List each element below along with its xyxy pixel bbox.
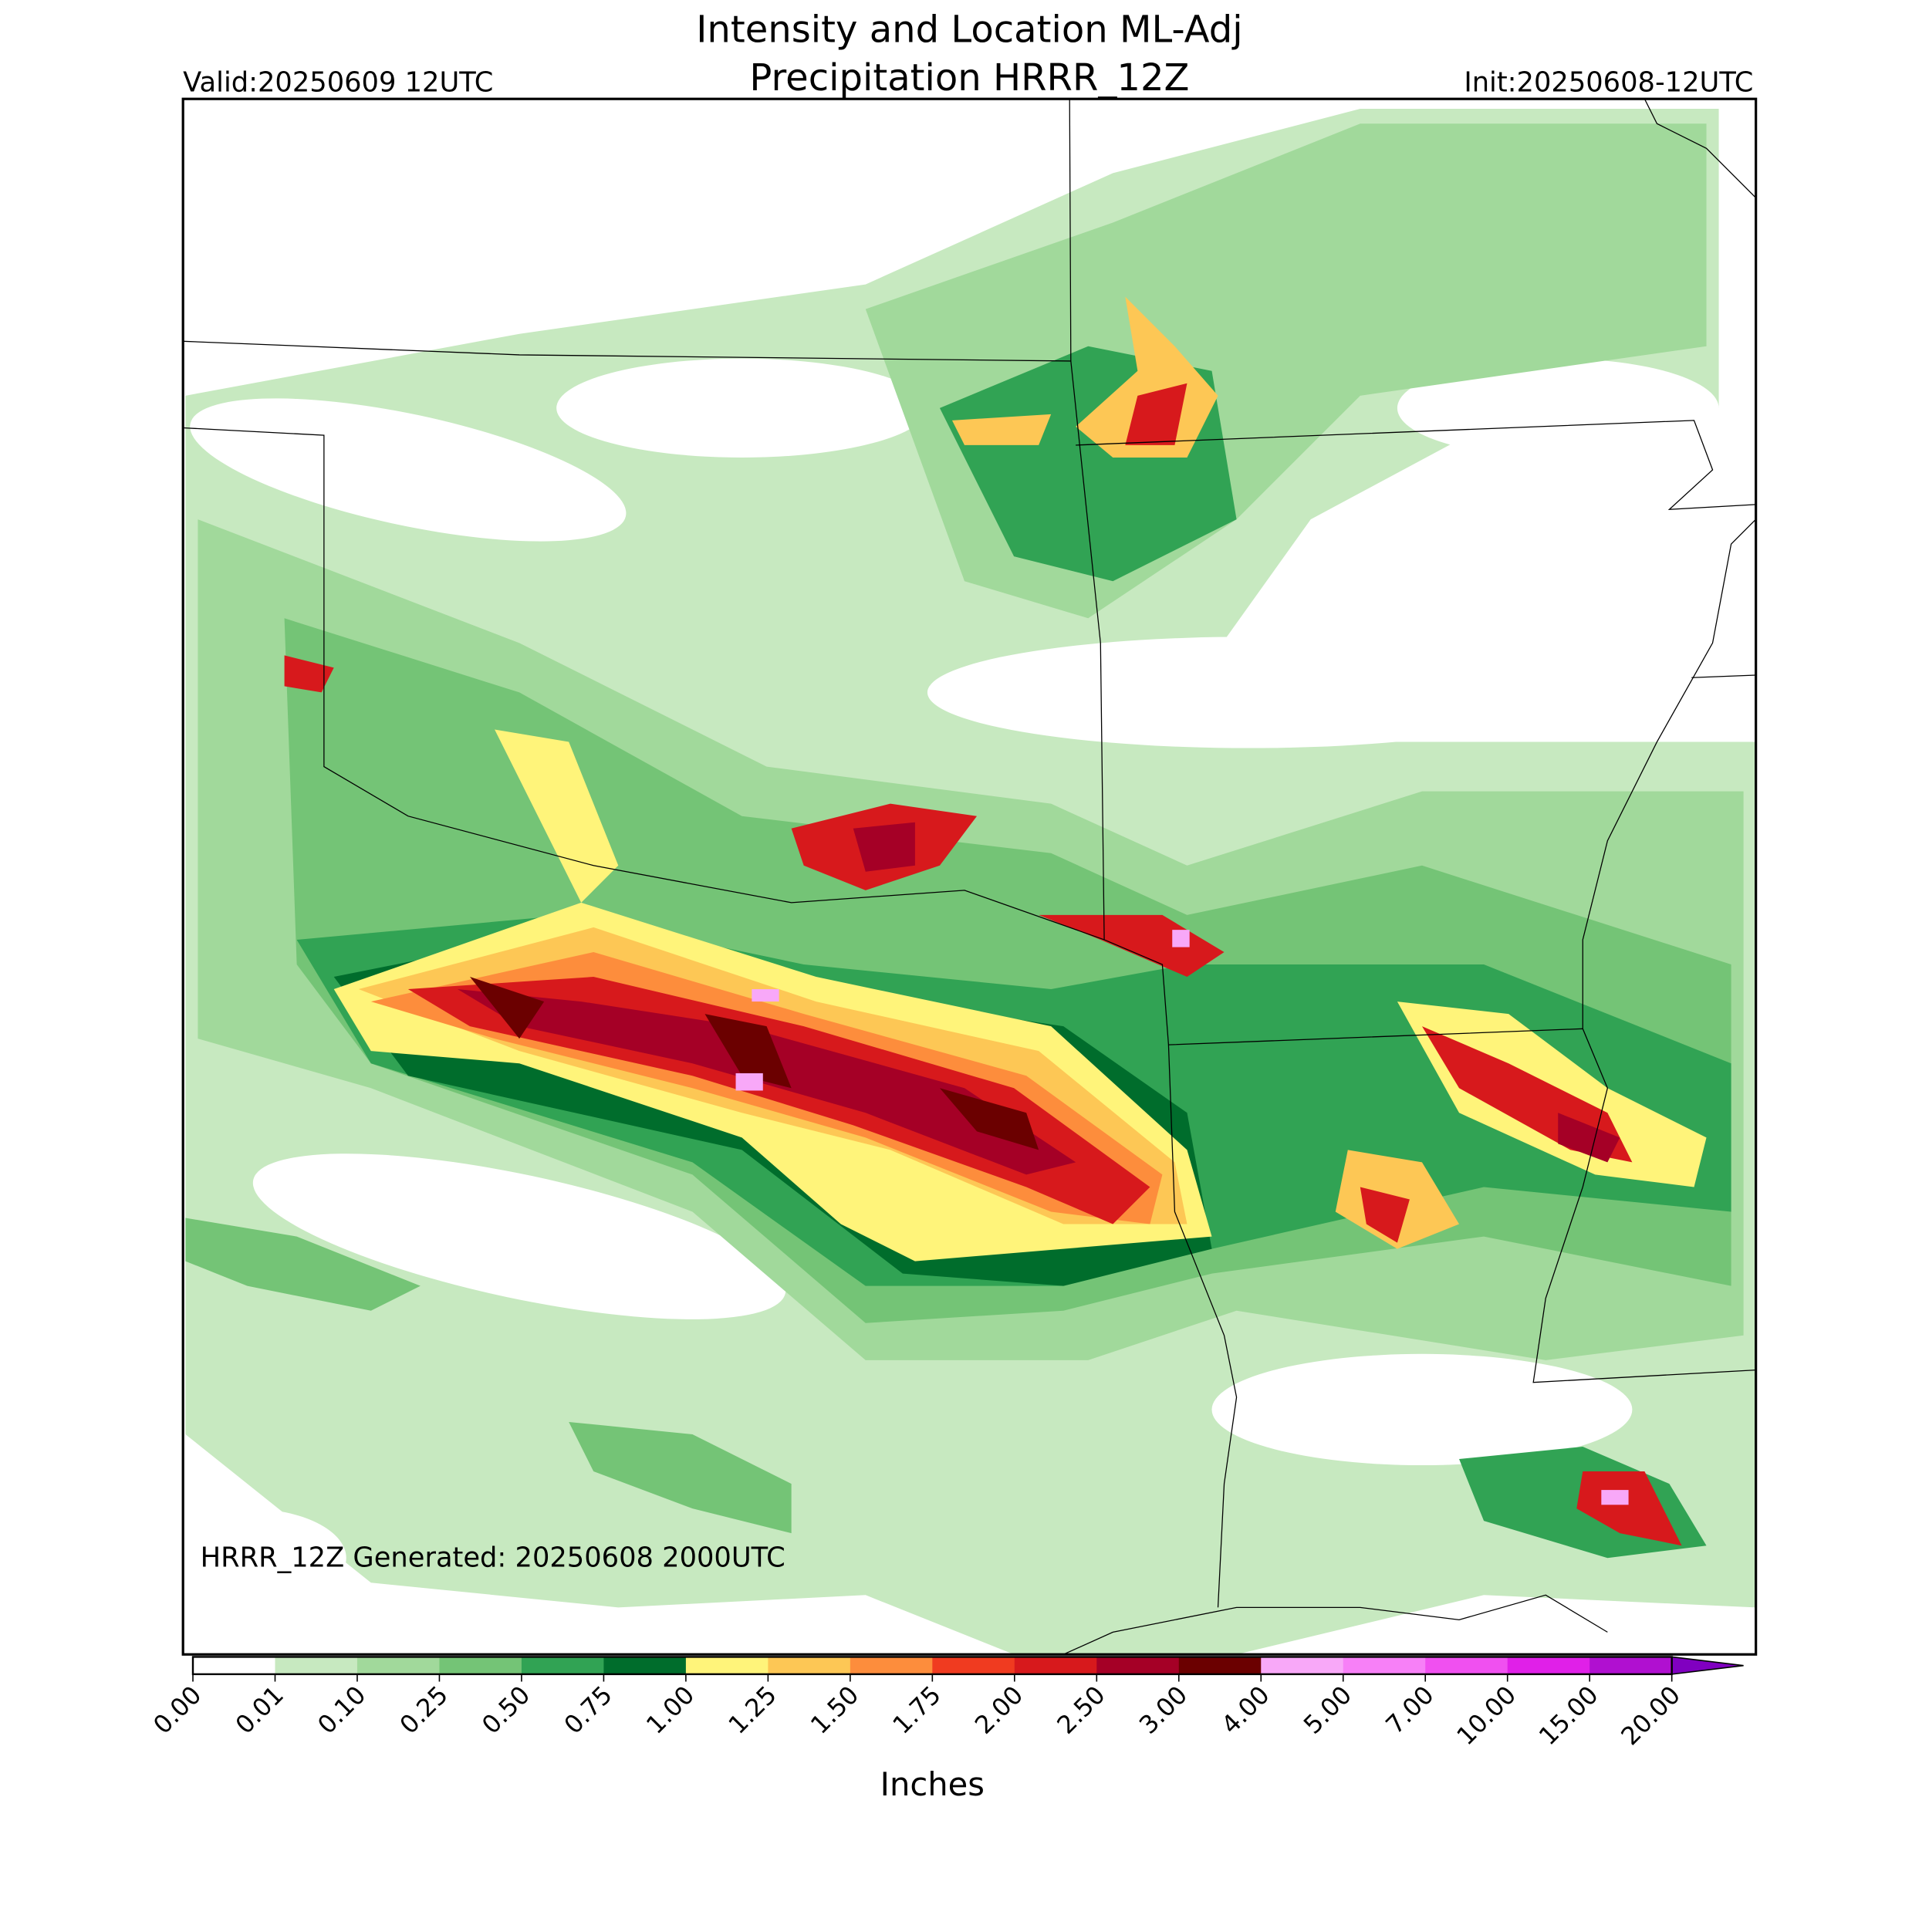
- colorbar-segment: [850, 1657, 933, 1674]
- colorbar-tick-label: 2.00: [969, 1680, 1029, 1740]
- precip-area: [469, 977, 545, 1039]
- colorbar-segment: [356, 1657, 440, 1674]
- colorbar-tick-label: 7.00: [1380, 1680, 1439, 1740]
- colorbar-segment: [603, 1657, 687, 1674]
- colorbar-label: Inches: [880, 1765, 985, 1803]
- colorbar-tick-label: 0.50: [476, 1680, 535, 1740]
- dry-area: [252, 1153, 786, 1319]
- colorbar-tick-label: 0.10: [312, 1680, 371, 1740]
- precip-area: [1076, 296, 1218, 458]
- precip-spot: [752, 989, 779, 1002]
- precip-area: [951, 414, 1052, 445]
- colorbar-segment: [193, 1657, 275, 1674]
- colorbar-segment: [521, 1657, 604, 1674]
- colorbar-tick-label: 10.00: [1451, 1680, 1522, 1751]
- colorbar-segment: [1014, 1657, 1097, 1674]
- title: Precipitation HRRR_12Z: [749, 56, 1189, 100]
- precip-area: [939, 1088, 1039, 1150]
- precip-area: [457, 989, 1076, 1175]
- colorbar-extend: [1671, 1656, 1744, 1675]
- colorbar-segment: [1178, 1657, 1262, 1674]
- dry-area: [556, 358, 927, 458]
- colorbar-segment: [685, 1657, 769, 1674]
- colorbar-tick-label: 15.00: [1533, 1680, 1604, 1751]
- precip-area: [185, 1218, 421, 1311]
- init-time: Init:20250608-12UTC: [1464, 67, 1753, 99]
- colorbar-segment: [275, 1657, 358, 1674]
- precip-field: [183, 99, 1756, 1655]
- dry-area: [1397, 358, 1719, 458]
- colorbar-segment: [439, 1657, 522, 1674]
- precip-area: [853, 822, 915, 872]
- colorbar-tick-label: 0.25: [394, 1680, 454, 1740]
- colorbar-tick-label: 1.50: [805, 1680, 864, 1740]
- colorbar-tick-label: 4.00: [1215, 1680, 1275, 1740]
- colorbar-tick-label: 2.50: [1051, 1680, 1110, 1740]
- colorbar-tick-label: 0.75: [559, 1680, 618, 1740]
- dry-area: [183, 1508, 346, 1608]
- colorbar-segment: [1507, 1657, 1590, 1674]
- colorbar-tick-label: 1.00: [640, 1680, 700, 1740]
- colorbar-tick-label: 1.25: [723, 1680, 782, 1740]
- precip-area: [704, 1014, 792, 1089]
- title: Intensity and Location ML-Adj: [696, 8, 1242, 51]
- colorbar-segment: [1425, 1657, 1508, 1674]
- precip-spot: [1601, 1490, 1629, 1505]
- dry-area: [927, 637, 1571, 748]
- colorbar-segment: [1261, 1657, 1344, 1674]
- colorbar-segment: [1589, 1657, 1673, 1674]
- precip-area: [1360, 1187, 1410, 1243]
- valid-time: Valid:20250609 12UTC: [183, 67, 493, 99]
- colorbar-segment: [1096, 1657, 1180, 1674]
- colorbar-tick-label: 5.00: [1298, 1680, 1357, 1740]
- precip-area: [1558, 1113, 1620, 1163]
- colorbar-tick-label: 3.00: [1133, 1680, 1193, 1740]
- colorbar-segment: [1343, 1657, 1426, 1674]
- precip-area: [495, 729, 619, 903]
- precip-area: [569, 1421, 792, 1534]
- colorbar-tick-label: 0.01: [230, 1680, 289, 1740]
- colorbar-tick-label: 1.75: [887, 1680, 946, 1740]
- state-borders: [183, 99, 1756, 1655]
- precip-spot: [1172, 930, 1190, 947]
- generated-note: HRRR_12Z Generated: 20250608 2000UTC: [201, 1542, 785, 1573]
- dry-area: [1211, 1353, 1633, 1466]
- precip-spot: [735, 1073, 763, 1091]
- colorbar-tick-label: 20.00: [1615, 1680, 1686, 1751]
- colorbar-segment: [768, 1657, 851, 1674]
- precip-area: [1125, 383, 1187, 445]
- colorbar: 0.00 0.01 0.10 0.25 0.50 0.75 1.00 1.25 1.50 1.75…: [147, 1656, 1744, 1751]
- map-frame: [181, 97, 1758, 1656]
- colorbar-segment: [932, 1657, 1015, 1674]
- precip-area: [284, 655, 334, 693]
- colorbar-tick-label: 0.00: [147, 1680, 207, 1740]
